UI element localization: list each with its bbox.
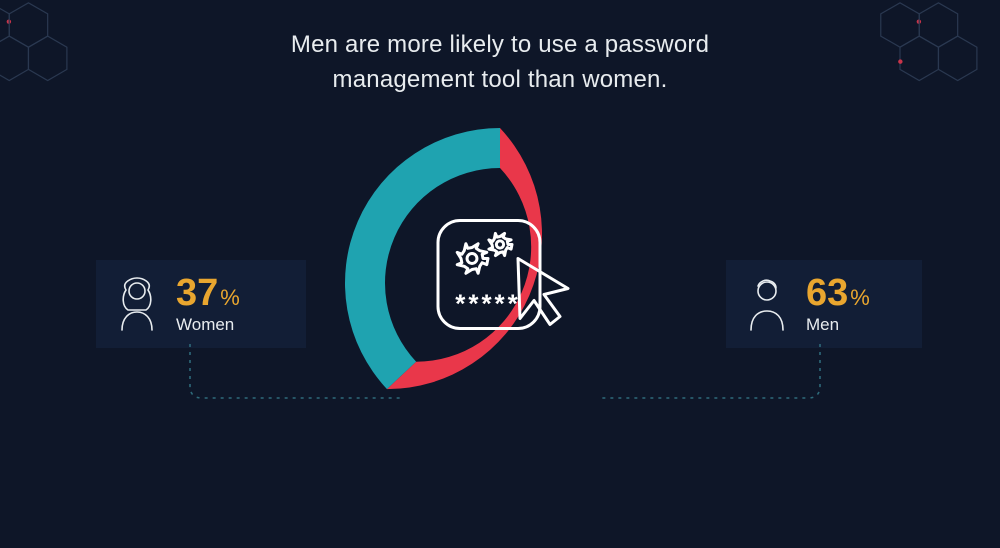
stat-percent-women: %: [220, 286, 240, 309]
stat-text-women: 37 % Women: [176, 274, 240, 334]
headline-line1: Men are more likely to use a password: [291, 31, 709, 58]
stat-label-women: Women: [176, 316, 240, 334]
stat-card-women: 37 % Women: [96, 260, 306, 348]
donut-chart: *****: [345, 128, 655, 438]
stat-text-men: 63 % Men: [806, 274, 870, 334]
headline: Men are more likely to use a password ma…: [0, 28, 1000, 98]
stat-number-women: 37: [176, 274, 218, 314]
headline-line2: management tool than women.: [333, 66, 668, 93]
stat-number-men: 63: [806, 274, 848, 314]
woman-icon: [114, 276, 160, 332]
stat-percent-men: %: [850, 286, 870, 309]
password-manager-icon: *****: [420, 201, 580, 366]
man-icon: [744, 276, 790, 332]
infographic-canvas: Men are more likely to use a password ma…: [0, 0, 1000, 548]
stat-label-men: Men: [806, 316, 870, 334]
svg-text:*****: *****: [455, 289, 521, 319]
stat-card-men: 63 % Men: [726, 260, 922, 348]
